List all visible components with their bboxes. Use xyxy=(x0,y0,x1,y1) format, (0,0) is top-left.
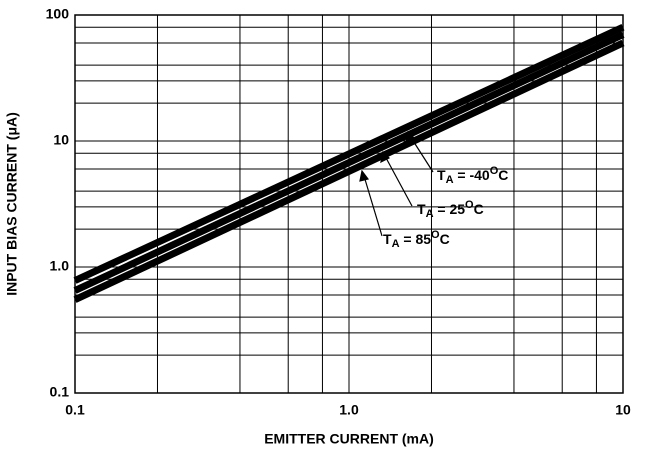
y-tick-label: 1.0 xyxy=(50,258,70,274)
series-label: TA = 25OC xyxy=(417,199,484,220)
series-label-part: C xyxy=(474,201,484,217)
x-tick-label: 1.0 xyxy=(339,402,359,418)
series-label-part: = 85 xyxy=(400,231,432,247)
y-tick-label: 100 xyxy=(46,6,70,22)
y-tick-label: 0.1 xyxy=(50,384,70,400)
plot-frame xyxy=(74,14,624,394)
series-label-part: T xyxy=(417,201,426,217)
series-label-part: O xyxy=(490,165,499,177)
x-axis-label: EMITTER CURRENT (mA) xyxy=(264,431,434,447)
data-line xyxy=(73,31,625,294)
y-axis-label: INPUT BIAS CURRENT (μA) xyxy=(4,112,20,296)
series-label-part: = 25 xyxy=(434,201,466,217)
series-label-part: O xyxy=(465,199,474,211)
series-label-part: A xyxy=(446,174,454,186)
series-label-part: T xyxy=(383,231,392,247)
series-label-part: T xyxy=(437,167,446,183)
series-label-part: A xyxy=(426,208,434,220)
x-tick-label: 0.1 xyxy=(65,402,85,418)
x-tick-label: 10 xyxy=(615,402,631,418)
series-label-part: = -40 xyxy=(454,167,490,183)
series-label-part: O xyxy=(431,229,440,241)
series-label-part: A xyxy=(392,238,400,250)
series-label-part: C xyxy=(498,167,508,183)
series-label: TA = 85OC xyxy=(383,229,450,250)
series-label-part: C xyxy=(440,231,450,247)
data-line xyxy=(73,39,625,303)
y-tick-label: 10 xyxy=(53,132,69,148)
series-label: TA = -40OC xyxy=(437,165,508,186)
data-line xyxy=(73,24,625,284)
